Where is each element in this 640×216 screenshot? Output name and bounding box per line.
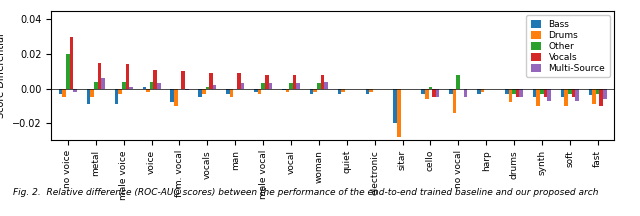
Bar: [564, 89, 568, 106]
Bar: [292, 75, 296, 89]
Bar: [90, 89, 94, 97]
Bar: [536, 89, 540, 106]
Bar: [589, 89, 592, 95]
Bar: [317, 83, 321, 89]
Bar: [572, 89, 575, 97]
Bar: [146, 89, 150, 92]
Bar: [533, 89, 536, 97]
Bar: [154, 70, 157, 89]
Bar: [230, 89, 234, 97]
Bar: [310, 89, 314, 94]
Bar: [321, 75, 324, 89]
Bar: [74, 89, 77, 92]
Bar: [365, 89, 369, 94]
Bar: [185, 89, 189, 90]
Bar: [122, 82, 125, 89]
Bar: [98, 63, 101, 89]
Bar: [258, 89, 261, 94]
Bar: [63, 89, 66, 97]
Bar: [129, 87, 132, 89]
Bar: [453, 89, 456, 113]
Bar: [464, 89, 467, 97]
Bar: [547, 89, 551, 101]
Bar: [600, 89, 603, 106]
Bar: [544, 89, 547, 97]
Bar: [289, 83, 292, 89]
Bar: [87, 89, 90, 104]
Bar: [338, 89, 341, 94]
Bar: [429, 87, 432, 89]
Bar: [101, 78, 105, 89]
Bar: [150, 82, 154, 89]
Bar: [394, 89, 397, 123]
Bar: [540, 89, 544, 94]
Bar: [596, 89, 600, 94]
Bar: [520, 89, 523, 97]
Bar: [456, 75, 460, 89]
Bar: [568, 89, 572, 94]
Bar: [70, 37, 74, 89]
Bar: [592, 89, 596, 104]
Legend: Bass, Drums, Other, Vocals, Multi-Source: Bass, Drums, Other, Vocals, Multi-Source: [526, 15, 610, 77]
Bar: [509, 89, 512, 102]
Bar: [516, 89, 520, 97]
Bar: [397, 89, 401, 137]
Bar: [285, 89, 289, 92]
Text: Fig. 2.  Relative difference (ROC-AUC scores) between the performance of the end: Fig. 2. Relative difference (ROC-AUC sco…: [13, 188, 598, 197]
Bar: [209, 73, 212, 89]
Bar: [265, 75, 269, 89]
Y-axis label: Score Differential: Score Differential: [0, 33, 6, 118]
Bar: [512, 89, 516, 94]
Bar: [505, 89, 509, 94]
Bar: [202, 89, 205, 94]
Bar: [481, 89, 484, 92]
Bar: [66, 54, 70, 89]
Bar: [115, 89, 118, 104]
Bar: [369, 89, 373, 92]
Bar: [118, 89, 122, 94]
Bar: [181, 71, 185, 89]
Bar: [157, 83, 161, 89]
Bar: [575, 89, 579, 101]
Bar: [561, 89, 564, 97]
Bar: [237, 73, 241, 89]
Bar: [432, 89, 436, 97]
Bar: [205, 87, 209, 89]
Bar: [269, 83, 272, 89]
Bar: [59, 89, 63, 94]
Bar: [341, 89, 345, 92]
Bar: [296, 83, 300, 89]
Bar: [449, 89, 453, 94]
Bar: [254, 89, 258, 92]
Bar: [477, 89, 481, 94]
Bar: [198, 89, 202, 97]
Bar: [226, 89, 230, 94]
Bar: [212, 85, 216, 89]
Bar: [170, 89, 174, 102]
Bar: [436, 89, 440, 97]
Bar: [261, 83, 265, 89]
Bar: [314, 89, 317, 92]
Bar: [94, 82, 98, 89]
Bar: [421, 89, 425, 94]
Bar: [425, 89, 429, 99]
Bar: [125, 64, 129, 89]
Bar: [603, 89, 607, 99]
Bar: [143, 87, 146, 89]
Bar: [241, 83, 244, 89]
Bar: [324, 82, 328, 89]
Bar: [282, 89, 285, 90]
Bar: [174, 89, 178, 106]
